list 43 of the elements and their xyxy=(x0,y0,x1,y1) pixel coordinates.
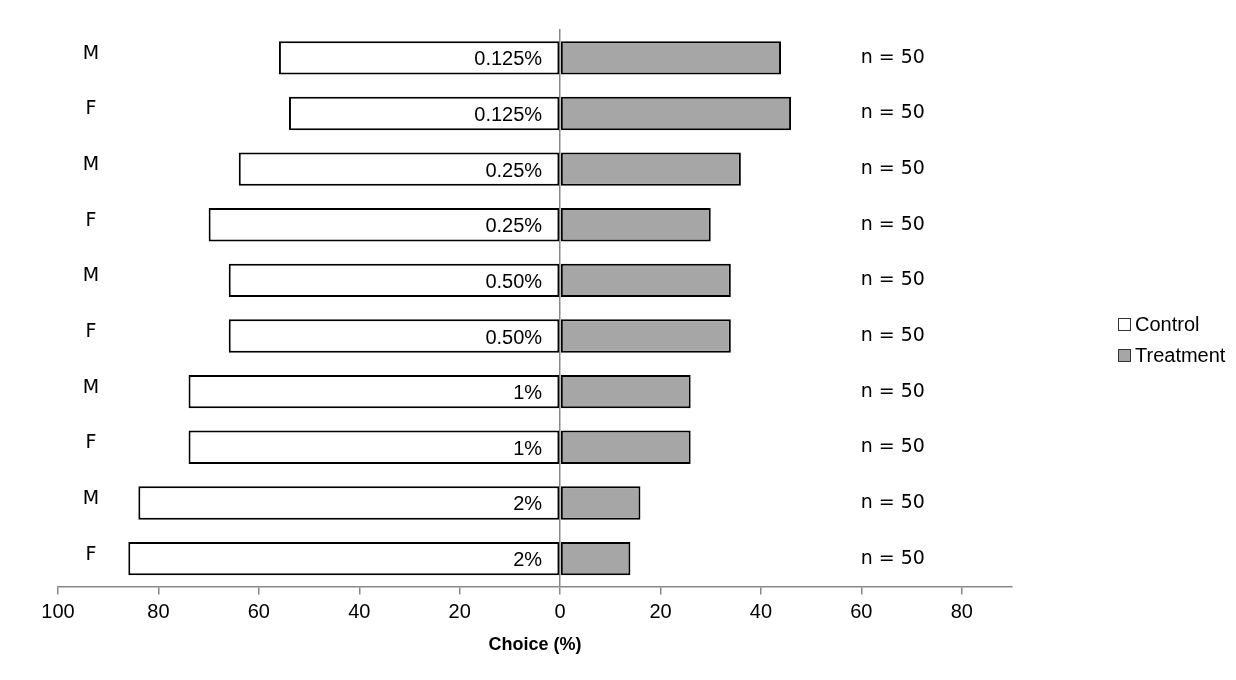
annotation: M xyxy=(82,374,100,397)
annotation: F xyxy=(85,541,97,564)
annotation: n = 50 xyxy=(860,545,925,568)
legend-label: Treatment xyxy=(1135,344,1226,367)
y-tick-label: 0.25% xyxy=(485,214,543,237)
y-tick-label: 2% xyxy=(513,492,543,515)
annotation: n = 50 xyxy=(860,322,925,345)
y-tick-label: 0.50% xyxy=(485,269,543,292)
annotation: M xyxy=(82,263,100,286)
y-tick-label: 2% xyxy=(513,548,543,571)
x-tick-label: 40 xyxy=(348,599,371,622)
annotation: n = 50 xyxy=(860,156,925,179)
annotation: M xyxy=(82,40,100,63)
annotation: n = 50 xyxy=(860,378,925,401)
annotation: F xyxy=(85,96,97,119)
text: Control xyxy=(1135,313,1200,336)
annotation: F xyxy=(85,207,97,230)
annotation: F xyxy=(85,318,97,341)
x-tick-label: 100 xyxy=(41,599,75,622)
annotation: n = 50 xyxy=(860,434,925,457)
x-tick-label: 60 xyxy=(247,599,270,622)
annotation: n = 50 xyxy=(860,489,925,512)
y-tick-label: 0.25% xyxy=(485,158,543,181)
x-tick-label: 80 xyxy=(147,599,170,622)
x-tick-label: 60 xyxy=(850,599,873,622)
annotation: n = 50 xyxy=(860,211,925,234)
x-axis-title: Choice (%) xyxy=(488,634,582,655)
annotation: M xyxy=(82,485,100,508)
y-tick-label: 1% xyxy=(513,381,543,404)
x-tick-label: 0 xyxy=(554,599,566,622)
annotation: n = 50 xyxy=(860,100,925,123)
annotation: F xyxy=(85,430,97,453)
x-tick-label: 40 xyxy=(749,599,773,622)
x-tick-label: 20 xyxy=(649,599,672,622)
annotation: M xyxy=(82,152,100,175)
x-tick-label: 20 xyxy=(448,599,471,622)
y-tick-label: 1% xyxy=(513,436,543,459)
y-tick-label: 0.50% xyxy=(485,325,543,348)
y-tick-label: 0.125% xyxy=(474,102,543,125)
annotation: n = 50 xyxy=(860,44,925,67)
annotation: n = 50 xyxy=(860,267,925,290)
y-tick-label: 0.125% xyxy=(474,47,543,70)
x-tick-label: 80 xyxy=(950,599,973,622)
